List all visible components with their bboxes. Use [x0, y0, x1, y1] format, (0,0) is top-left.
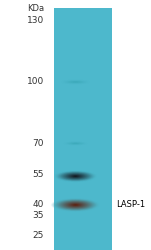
Text: 25: 25: [32, 231, 44, 240]
Ellipse shape: [59, 172, 92, 181]
Ellipse shape: [74, 204, 77, 205]
Text: KDa: KDa: [27, 4, 44, 13]
Ellipse shape: [71, 81, 80, 82]
Ellipse shape: [56, 200, 95, 210]
Ellipse shape: [74, 143, 77, 144]
Ellipse shape: [70, 175, 81, 178]
Ellipse shape: [65, 174, 86, 179]
Ellipse shape: [57, 171, 94, 181]
Ellipse shape: [58, 200, 93, 210]
Ellipse shape: [72, 204, 79, 206]
Ellipse shape: [65, 142, 86, 145]
Ellipse shape: [69, 142, 82, 144]
Ellipse shape: [55, 199, 96, 211]
Ellipse shape: [71, 175, 80, 178]
Text: 40: 40: [32, 200, 44, 209]
Text: LASP-1: LASP-1: [116, 200, 145, 209]
Ellipse shape: [62, 172, 89, 180]
Ellipse shape: [54, 199, 97, 211]
Ellipse shape: [69, 81, 82, 83]
Ellipse shape: [61, 80, 90, 84]
Text: 35: 35: [32, 211, 44, 220]
Ellipse shape: [67, 142, 84, 145]
Ellipse shape: [72, 175, 79, 177]
Ellipse shape: [64, 173, 87, 179]
Ellipse shape: [72, 143, 79, 144]
Text: 130: 130: [27, 16, 44, 25]
Ellipse shape: [67, 81, 84, 83]
Ellipse shape: [51, 198, 100, 212]
Ellipse shape: [66, 174, 85, 179]
Text: 55: 55: [32, 170, 44, 179]
Ellipse shape: [65, 202, 86, 208]
Ellipse shape: [69, 203, 82, 207]
Ellipse shape: [61, 201, 90, 209]
Ellipse shape: [65, 80, 86, 84]
Ellipse shape: [60, 200, 91, 209]
Text: 100: 100: [27, 78, 44, 86]
Ellipse shape: [52, 198, 99, 211]
Ellipse shape: [66, 202, 85, 207]
Ellipse shape: [73, 204, 78, 206]
Ellipse shape: [64, 142, 87, 145]
Ellipse shape: [55, 171, 96, 182]
Ellipse shape: [63, 201, 88, 208]
Ellipse shape: [56, 171, 95, 181]
Ellipse shape: [63, 80, 88, 84]
Ellipse shape: [70, 143, 81, 144]
Ellipse shape: [67, 174, 83, 178]
Ellipse shape: [69, 174, 82, 178]
Ellipse shape: [63, 173, 88, 180]
Ellipse shape: [70, 204, 81, 206]
Ellipse shape: [60, 172, 91, 180]
Ellipse shape: [54, 170, 97, 182]
Bar: [54, 8, 112, 250]
Ellipse shape: [73, 176, 78, 177]
Text: 70: 70: [32, 139, 44, 148]
Ellipse shape: [59, 200, 92, 209]
Ellipse shape: [61, 172, 90, 180]
Ellipse shape: [68, 203, 83, 207]
Ellipse shape: [64, 202, 87, 208]
